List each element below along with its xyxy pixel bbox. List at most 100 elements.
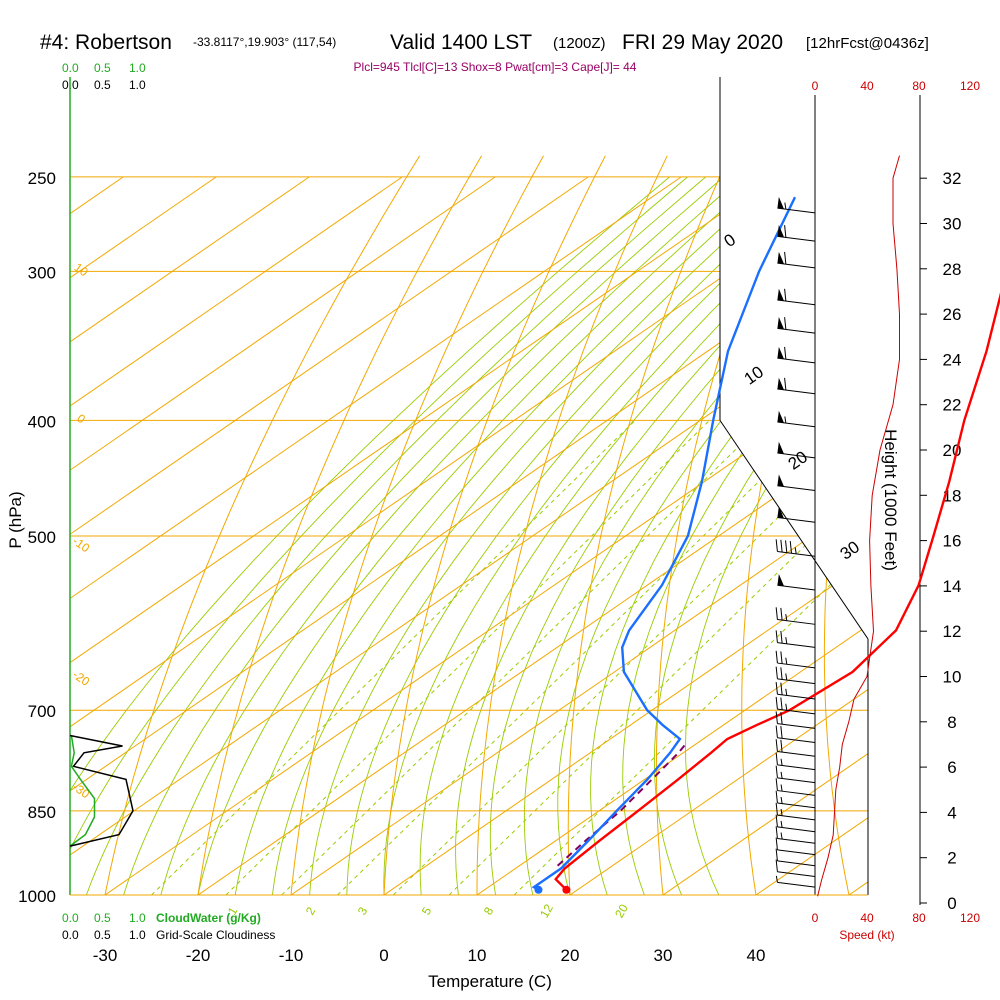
saturated-adiabat-line <box>489 176 868 895</box>
cloudiness-scale-top: 0.0 0.5 1.0 <box>62 78 146 92</box>
cloudwater-scale-bottom: 0.0 0.5 1.0 CloudWater (g/Kg) <box>62 911 261 925</box>
wind-barb <box>777 317 816 334</box>
isotherm-label: 10 <box>72 260 91 279</box>
wind-barb-shaft <box>777 826 816 833</box>
wind-barb-flag <box>785 540 788 553</box>
cloudwater-label: CloudWater (g/Kg) <box>156 911 261 925</box>
cloudwater-bottom-tick: 1.0 <box>129 911 146 925</box>
pressure-tick-label: 250 <box>28 169 56 188</box>
wind-barb-shaft <box>777 619 816 625</box>
wind-barb-flag <box>780 607 783 621</box>
wind-barb-flag <box>775 725 778 738</box>
dry-adiabat-line <box>905 156 977 921</box>
mixing-ratio-label: 8 <box>481 904 497 917</box>
mixing-ratio-line <box>281 420 766 895</box>
height-axis-title: Height (1000 Feet) <box>881 429 900 571</box>
dry-adiabat-label: 30 <box>837 537 863 563</box>
dewpoint-profile <box>531 196 797 891</box>
speed-top-tick: 40 <box>860 79 874 93</box>
temperature-tick-label: 10 <box>468 946 487 965</box>
wind-barb <box>775 630 816 648</box>
wind-barb-pennant <box>777 225 784 238</box>
pressure-tick-label: 700 <box>28 702 56 721</box>
wind-barb-pennant <box>777 506 784 519</box>
wind-barb-shaft <box>777 860 816 867</box>
wind-barb-half-flag <box>794 547 797 554</box>
mixing-ratio-line <box>225 420 710 895</box>
saturated-adiabat-line <box>383 176 851 895</box>
mixing-ratio-label: 2 <box>303 904 319 917</box>
wind-barb-shaft <box>777 327 816 334</box>
dry-adiabat-line <box>655 155 792 895</box>
temperature-tick-label: -30 <box>93 946 118 965</box>
wind-barb-shaft <box>777 262 816 269</box>
cloudiness-top-tick: 0.5 <box>94 78 111 92</box>
wind-barb <box>775 778 816 796</box>
mixing-ratio-line <box>151 420 636 895</box>
saturated-adiabat-line <box>346 176 833 895</box>
speed-scale-bottom: 0 40 80 120 Speed (kt) <box>812 911 981 942</box>
saturated-adiabat-line <box>70 176 670 895</box>
pressure-tick-label: 850 <box>28 803 56 822</box>
height-tick-label: 4 <box>947 803 956 822</box>
mixing-ratio-label: 20 <box>612 901 631 920</box>
dry-adiabat-label: 20 <box>785 447 811 473</box>
wind-barb-shaft <box>777 814 816 821</box>
wind-barb-flag <box>775 630 778 643</box>
surface-temperature-point <box>562 885 571 894</box>
wind-barb-flag <box>775 790 778 804</box>
height-tick-label: 30 <box>943 215 962 234</box>
wind-barb-pennant <box>777 251 784 264</box>
wind-barb-pennant <box>777 288 784 301</box>
mixing-ratio-line <box>448 420 868 895</box>
isotherm-line <box>70 176 403 895</box>
wind-panel <box>775 155 900 897</box>
saturated-adiabat-line <box>271 176 797 895</box>
wind-barb-shaft <box>777 517 816 523</box>
wind-barb-shaft <box>777 838 816 844</box>
isotherm-line <box>662 176 868 895</box>
wind-barb-flag <box>775 778 778 791</box>
wind-barb-shaft <box>777 642 816 648</box>
dry-adiabat-line <box>476 155 668 895</box>
cloudiness-bottom-tick: 0.5 <box>94 928 111 942</box>
saturated-adiabat-line <box>419 176 868 895</box>
isotherm-line <box>70 176 496 895</box>
dry-adiabat-line <box>193 155 483 895</box>
wind-barb <box>775 859 816 878</box>
wind-barb-half-flag <box>785 688 788 696</box>
dry-adiabat-label: 0 <box>721 230 740 251</box>
dry-adiabat-line <box>982 156 1000 921</box>
wind-barb-shaft <box>777 662 816 669</box>
temperature-tick-label: -10 <box>279 946 304 965</box>
isotherm-label: 0 <box>74 411 88 426</box>
wind-barb <box>777 441 816 459</box>
cloudwater-scale-top: 0.0 0.5 1.0 <box>62 61 146 75</box>
isotherm-line <box>70 176 310 895</box>
height-tick-label: 8 <box>947 713 956 732</box>
wind-barb <box>777 346 816 364</box>
speed-bottom-tick: 0 <box>812 911 819 925</box>
temperature-tick-label: 20 <box>561 946 580 965</box>
dry-adiabat-line <box>382 155 606 895</box>
wind-barb <box>777 225 816 242</box>
height-tick-label: 0 <box>947 894 956 913</box>
wind-barb-flag <box>789 541 793 554</box>
wind-barb <box>775 711 816 729</box>
height-tick-label: 22 <box>943 396 962 415</box>
dry-adiabat-lines <box>99 155 1000 921</box>
cloudwater-profile <box>69 735 96 847</box>
cloudiness-top-tick: 1.0 <box>129 78 146 92</box>
height-tick-label: 12 <box>943 622 962 641</box>
wind-barb-flag <box>780 630 783 644</box>
wind-barb-shaft <box>777 777 816 784</box>
saturated-adiabat-line <box>234 176 779 895</box>
wind-barb-shaft <box>777 871 816 878</box>
wind-barb-half-flag <box>780 784 783 792</box>
wind-barb-shaft <box>777 723 816 729</box>
wind-barb <box>775 802 816 821</box>
dry-adiabat-line <box>99 155 421 895</box>
height-tick-label: 28 <box>943 260 962 279</box>
